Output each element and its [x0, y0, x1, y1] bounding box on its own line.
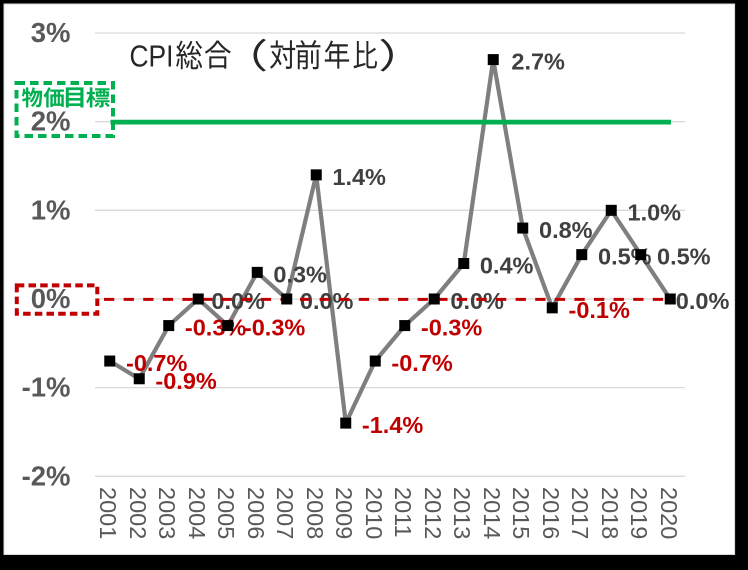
svg-text:2003: 2003 [154, 487, 180, 539]
svg-text:CPI: CPI [130, 39, 174, 73]
svg-text:1.0%: 1.0% [628, 199, 682, 225]
svg-text:2.7%: 2.7% [511, 49, 565, 75]
svg-text:2001: 2001 [95, 487, 121, 539]
svg-text:2005: 2005 [213, 487, 239, 539]
svg-text:1.4%: 1.4% [332, 164, 386, 190]
svg-text:2007: 2007 [272, 487, 298, 539]
svg-text:-0.7%: -0.7% [391, 350, 452, 376]
svg-text:-1.4%: -1.4% [362, 412, 423, 438]
svg-text:2017: 2017 [567, 487, 593, 539]
svg-text:0.4%: 0.4% [480, 253, 534, 279]
svg-text:-0.3%: -0.3% [185, 315, 246, 341]
svg-text:2006: 2006 [243, 487, 269, 539]
svg-text:2013: 2013 [449, 487, 475, 539]
svg-text:2016: 2016 [538, 487, 564, 539]
svg-text:2014: 2014 [479, 487, 505, 539]
svg-text:-0.9%: -0.9% [155, 368, 216, 394]
svg-text:-1%: -1% [22, 372, 71, 403]
svg-text:0.0%: 0.0% [300, 288, 354, 314]
svg-text:-0.3%: -0.3% [244, 315, 305, 341]
svg-text:-0.7%: -0.7% [126, 350, 187, 376]
svg-text:0.3%: 0.3% [273, 261, 327, 287]
svg-text:3%: 3% [31, 17, 71, 48]
svg-text:2009: 2009 [331, 487, 357, 539]
svg-text:2010: 2010 [361, 487, 387, 539]
svg-text:0.0%: 0.0% [211, 288, 265, 314]
svg-text:0.8%: 0.8% [539, 217, 593, 243]
svg-text:2018: 2018 [597, 487, 623, 539]
svg-text:-2%: -2% [22, 460, 71, 491]
svg-text:2019: 2019 [626, 487, 652, 539]
svg-text:2011: 2011 [390, 487, 416, 538]
svg-text:2008: 2008 [302, 487, 328, 539]
svg-text:2020: 2020 [656, 487, 682, 539]
svg-text:0%: 0% [31, 283, 71, 314]
svg-text:2012: 2012 [420, 487, 446, 539]
svg-text:1%: 1% [31, 194, 71, 225]
svg-text:2004: 2004 [184, 487, 210, 539]
svg-text:2%: 2% [31, 106, 71, 137]
svg-text:2002: 2002 [125, 487, 151, 539]
svg-text:0.0%: 0.0% [676, 288, 730, 314]
svg-text:0.5%: 0.5% [657, 244, 711, 270]
svg-text:-0.3%: -0.3% [421, 315, 482, 341]
svg-text:0.0%: 0.0% [450, 288, 504, 314]
svg-text:-0.1%: -0.1% [569, 297, 630, 323]
svg-text:2015: 2015 [508, 487, 534, 539]
